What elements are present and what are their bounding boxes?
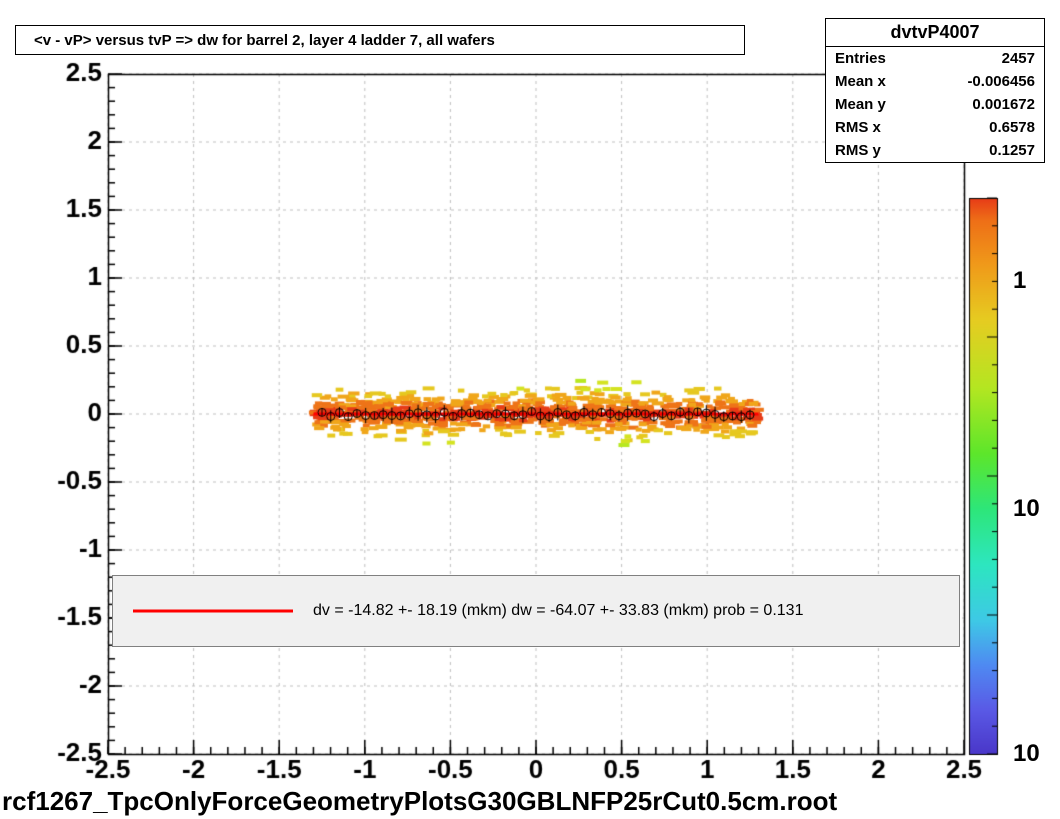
- stats-value: -0.006456: [967, 73, 1035, 90]
- stats-value: 2457: [1002, 50, 1035, 67]
- stats-label: RMS x: [835, 119, 881, 136]
- legend-line-icon: [133, 608, 293, 614]
- colorbar-labels: 11010: [1005, 198, 1060, 754]
- colorbar-tick-label: 10: [1013, 495, 1040, 523]
- stats-rmsy: RMS y 0.1257: [826, 139, 1044, 162]
- stats-rmsx: RMS x 0.6578: [826, 116, 1044, 139]
- colorbar-tick-label: 10: [1013, 740, 1040, 768]
- stats-label: Mean x: [835, 73, 886, 90]
- stats-meanx: Mean x -0.006456: [826, 70, 1044, 93]
- fit-legend: dv = -14.82 +- 18.19 (mkm) dw = -64.07 +…: [112, 575, 960, 647]
- stats-value: 0.001672: [972, 96, 1035, 113]
- plot-title: <v - vP> versus tvP => dw for barrel 2, …: [15, 25, 745, 55]
- colorbar-tick-label: 1: [1013, 267, 1026, 295]
- stats-label: RMS y: [835, 142, 881, 159]
- footer-filename: rcf1267_TpcOnlyForceGeometryPlotsG30GBLN…: [2, 786, 837, 817]
- stats-value: 0.6578: [989, 119, 1035, 136]
- stats-meany: Mean y 0.001672: [826, 93, 1044, 116]
- stats-entries: Entries 2457: [826, 47, 1044, 70]
- stats-box: dvtvP4007 Entries 2457 Mean x -0.006456 …: [825, 18, 1045, 163]
- stats-value: 0.1257: [989, 142, 1035, 159]
- fit-legend-text: dv = -14.82 +- 18.19 (mkm) dw = -64.07 +…: [313, 602, 803, 620]
- stats-label: Entries: [835, 50, 886, 67]
- stats-label: Mean y: [835, 96, 886, 113]
- stats-name: dvtvP4007: [826, 19, 1044, 47]
